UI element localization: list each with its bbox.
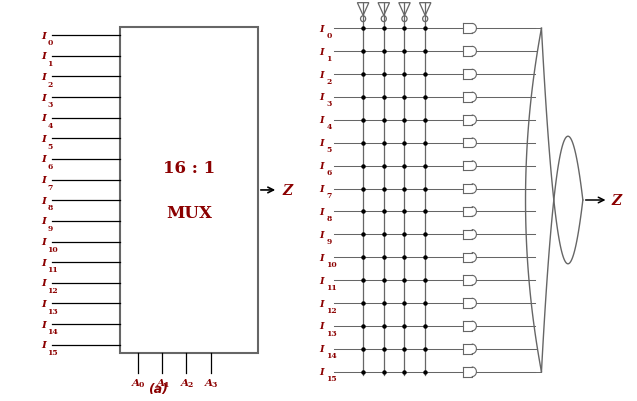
Text: 2: 2 [327,77,332,85]
Text: 8: 8 [47,204,52,212]
Text: 7: 7 [327,192,332,200]
Text: I: I [41,93,46,102]
Polygon shape [420,4,431,16]
Text: 1: 1 [47,60,53,68]
Text: 0: 0 [138,380,144,388]
Text: 0: 0 [47,39,53,47]
Text: I: I [318,299,324,308]
Text: 11: 11 [327,283,337,291]
Text: 2: 2 [187,380,192,388]
Text: I: I [41,217,46,226]
Text: I: I [41,320,46,329]
Text: I: I [318,162,324,171]
Text: A: A [157,378,164,387]
Text: 0: 0 [327,32,332,40]
Text: 9: 9 [47,225,52,233]
Text: (a): (a) [148,382,168,395]
Polygon shape [378,4,390,16]
Text: 3: 3 [211,380,217,388]
Text: I: I [41,196,46,205]
Text: I: I [318,230,324,239]
Text: A: A [205,378,213,387]
Text: I: I [41,114,46,123]
Text: 6: 6 [327,169,332,177]
Text: 15: 15 [327,375,337,383]
Text: I: I [41,237,46,247]
Text: I: I [41,52,46,61]
Text: 3: 3 [47,101,53,109]
Text: I: I [318,322,324,331]
Text: I: I [318,139,324,148]
Text: 5: 5 [47,142,52,150]
Text: I: I [318,367,324,376]
Text: I: I [318,25,324,34]
Text: 5: 5 [327,146,332,154]
Text: I: I [318,344,324,353]
Text: I: I [41,32,46,41]
Text: I: I [318,116,324,125]
Circle shape [402,17,407,22]
Text: I: I [318,253,324,262]
Polygon shape [357,4,369,16]
Text: I: I [41,299,46,308]
Text: I: I [318,184,324,194]
Text: I: I [41,176,46,185]
Text: 12: 12 [327,306,337,314]
Text: 13: 13 [327,329,337,337]
Text: 8: 8 [327,215,332,223]
Text: 4: 4 [327,123,332,131]
Text: I: I [318,207,324,217]
Text: 3: 3 [327,100,332,108]
Text: I: I [41,279,46,288]
Text: A: A [181,378,189,387]
Text: I: I [41,340,46,349]
Text: 15: 15 [47,348,58,356]
Text: 12: 12 [47,286,58,294]
Text: 10: 10 [327,260,337,268]
Text: I: I [41,258,46,267]
Text: I: I [318,93,324,102]
Text: 10: 10 [47,245,58,253]
Text: 1: 1 [162,380,168,388]
Text: I: I [318,70,324,79]
Text: Z: Z [282,184,292,197]
Text: 14: 14 [47,328,58,336]
Text: 7: 7 [47,183,53,191]
Text: I: I [41,134,46,144]
Text: A: A [132,378,140,387]
Text: I: I [318,48,324,57]
Circle shape [381,17,386,22]
Circle shape [423,17,428,22]
Text: 1: 1 [327,55,332,63]
Circle shape [361,17,366,22]
Text: 6: 6 [47,163,52,171]
Polygon shape [399,4,410,16]
Text: I: I [41,73,46,82]
Text: Z: Z [612,194,622,207]
Text: I: I [41,155,46,164]
Text: 14: 14 [327,352,337,360]
Text: 11: 11 [47,266,58,274]
Text: MUX: MUX [166,204,212,221]
Text: I: I [318,276,324,285]
Text: 16 : 1: 16 : 1 [163,160,215,177]
Bar [120,28,258,353]
Text: 13: 13 [47,307,58,315]
Text: 4: 4 [47,122,53,130]
Text: 9: 9 [327,237,332,245]
Text: 2: 2 [47,81,52,89]
